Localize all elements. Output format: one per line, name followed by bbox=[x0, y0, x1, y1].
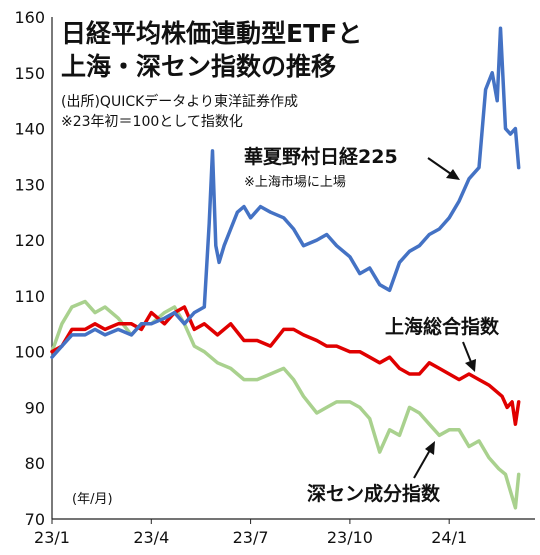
x-unit-label: (年/月) bbox=[72, 492, 113, 507]
y-tick-label: 120 bbox=[14, 231, 45, 250]
annotation-arrows bbox=[413, 157, 476, 479]
arrow-shanghai bbox=[462, 341, 476, 372]
x-tick-label: 23/4 bbox=[133, 528, 169, 547]
chart-title-line1: 日経平均株価連動型ETFと bbox=[61, 19, 362, 48]
series-label-nikkei: 華夏野村日経225 bbox=[244, 145, 398, 168]
y-tick-label: 90 bbox=[25, 398, 45, 417]
y-tick-label: 100 bbox=[14, 343, 45, 362]
y-tick-label: 80 bbox=[25, 454, 45, 473]
y-tick-label: 70 bbox=[25, 510, 45, 529]
series-line-nikkei bbox=[50, 26, 521, 359]
chart-note: ※23年初＝100として指数化 bbox=[61, 113, 243, 130]
chart-title-line2: 上海・深セン指数の推移 bbox=[61, 52, 336, 81]
series-lines bbox=[50, 26, 521, 510]
series-label-shenzhen: 深セン成分指数 bbox=[307, 482, 441, 505]
y-axis-ticks: 70 80 90 100 110 120 130 140 150 160 bbox=[14, 8, 45, 529]
y-tick-label: 130 bbox=[14, 175, 45, 194]
arrow-nikkei bbox=[427, 157, 460, 180]
x-tick-label: 24/1 bbox=[431, 528, 467, 547]
y-tick-label: 160 bbox=[14, 8, 45, 27]
series-label-shanghai: 上海総合指数 bbox=[385, 315, 500, 338]
y-tick-label: 150 bbox=[14, 64, 45, 83]
y-tick-label: 110 bbox=[14, 287, 45, 306]
x-tick-label: 23/10 bbox=[327, 528, 373, 547]
chart-source: (出所)QUICKデータより東洋証券作成 bbox=[61, 93, 298, 110]
x-tick-label: 23/7 bbox=[233, 528, 269, 547]
x-axis-ticks: 23/1 23/4 23/7 23/10 24/1 bbox=[34, 519, 467, 547]
series-note-nikkei: ※上海市場に上場 bbox=[244, 174, 346, 190]
x-tick-label: 23/1 bbox=[34, 528, 70, 547]
arrow-shenzhen bbox=[413, 441, 435, 479]
y-tick-label: 140 bbox=[14, 120, 45, 139]
